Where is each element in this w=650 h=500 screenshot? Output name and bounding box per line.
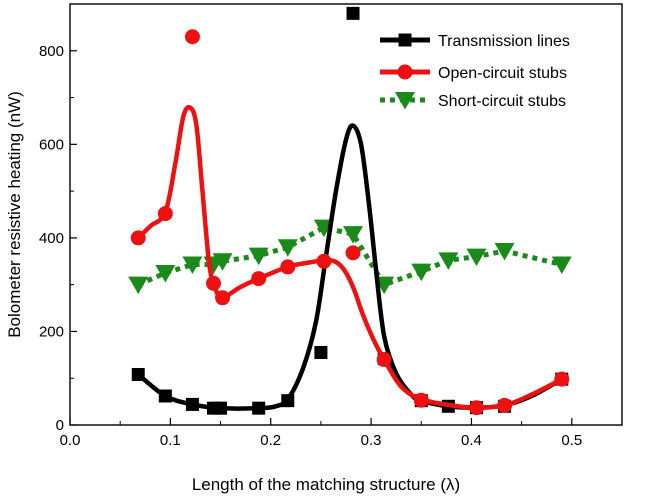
axis-ticks: 0.0 0.1 0.2 0.3 0.4 0.5 0 200 400 600 800 <box>39 3 582 449</box>
legend-marker-open-circuit-stubs <box>397 64 413 80</box>
data-point-transmission-lines <box>131 367 145 381</box>
data-point-transmission-lines <box>252 401 266 415</box>
data-point-open-circuit-stubs <box>316 253 332 269</box>
data-point-short-circuit-stubs <box>466 248 487 267</box>
legend-item-open-circuit-stubs: Open-circuit stubs <box>380 64 567 82</box>
data-point-open-circuit-stubs <box>497 397 513 413</box>
data-point-transmission-lines <box>281 394 295 408</box>
legend-label-short-circuit-stubs: Short-circuit stubs <box>438 93 566 110</box>
data-point-short-circuit-stubs <box>182 256 203 275</box>
data-point-short-circuit-stubs <box>551 256 572 275</box>
data-point-short-circuit-stubs <box>494 242 515 261</box>
data-point-transmission-lines <box>314 345 328 359</box>
data-point-short-circuit-stubs <box>343 226 364 244</box>
legend-label-transmission-lines: Transmission lines <box>438 33 570 50</box>
data-point-open-circuit-stubs <box>376 352 392 368</box>
y-axis-label: Bolometer resistive heating (nW) <box>5 91 24 338</box>
legend-marker-short-circuit-stubs <box>395 92 415 110</box>
data-point-open-circuit-stubs <box>554 371 570 387</box>
data-point-transmission-lines <box>214 401 228 415</box>
data-point-open-circuit-stubs <box>280 259 296 275</box>
y-tick-label: 800 <box>39 43 64 60</box>
data-point-open-circuit-stubs <box>345 245 361 261</box>
data-point-open-circuit-stubs <box>184 29 200 45</box>
legend-item-transmission-lines: Transmission lines <box>380 33 570 50</box>
data-point-short-circuit-stubs <box>438 252 459 270</box>
x-axis-label: Length of the matching structure (λ) <box>192 475 460 494</box>
legend-marker-transmission-lines <box>398 33 412 47</box>
legend-label-open-circuit-stubs: Open-circuit stubs <box>438 65 567 82</box>
data-point-short-circuit-stubs <box>212 253 233 271</box>
data-point-short-circuit-stubs <box>248 247 269 266</box>
data-point-open-circuit-stubs <box>206 275 222 291</box>
x-tick-label: 0.2 <box>260 432 281 449</box>
series-line-short-circuit-stubs <box>137 225 563 288</box>
y-tick-label: 0 <box>56 417 64 434</box>
series-line-open-circuit-stubs <box>136 105 563 410</box>
data-point-open-circuit-stubs <box>215 290 231 306</box>
data-point-transmission-lines <box>346 6 360 20</box>
data-point-open-circuit-stubs <box>413 392 429 408</box>
x-tick-label: 0.1 <box>160 432 181 449</box>
plot-frame <box>69 3 623 426</box>
x-tick-label: 0.4 <box>461 432 482 449</box>
y-tick-label: 400 <box>39 230 64 247</box>
y-tick-label: 600 <box>39 136 64 153</box>
legend: Transmission lines Open-circuit stubs Sh… <box>380 33 570 110</box>
x-tick-label: 0.3 <box>361 432 382 449</box>
data-point-transmission-lines <box>185 397 199 411</box>
data-point-short-circuit-stubs <box>277 239 298 257</box>
series-open-circuit-stubs <box>130 29 570 416</box>
data-point-transmission-lines <box>158 389 172 403</box>
x-tick-label: 0.5 <box>561 432 582 449</box>
data-point-short-circuit-stubs <box>155 264 176 283</box>
data-point-open-circuit-stubs <box>157 206 173 222</box>
legend-item-short-circuit-stubs: Short-circuit stubs <box>380 92 566 110</box>
data-point-short-circuit-stubs <box>128 276 149 295</box>
data-point-short-circuit-stubs <box>411 263 432 282</box>
data-point-open-circuit-stubs <box>130 230 146 246</box>
series-layer <box>128 6 572 416</box>
data-point-open-circuit-stubs <box>251 271 267 287</box>
x-tick-label: 0.0 <box>60 432 81 449</box>
data-point-open-circuit-stubs <box>468 400 484 416</box>
y-tick-label: 200 <box>39 323 64 340</box>
